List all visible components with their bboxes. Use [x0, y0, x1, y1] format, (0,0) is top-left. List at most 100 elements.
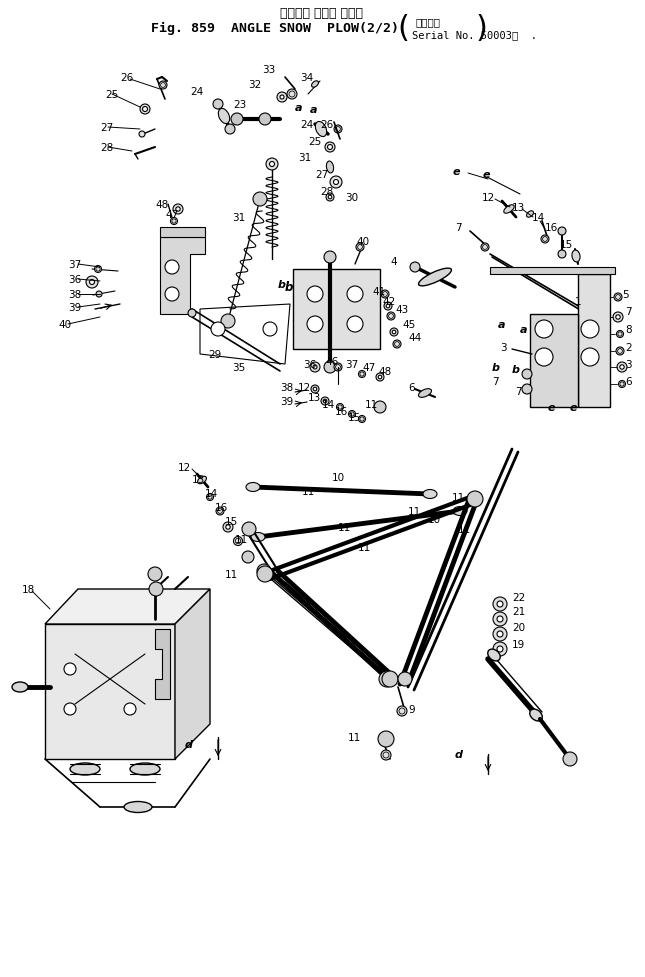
Circle shape [397, 706, 407, 716]
Text: 10: 10 [428, 515, 441, 525]
Circle shape [493, 642, 507, 657]
Circle shape [223, 523, 233, 532]
Text: 7: 7 [492, 376, 499, 387]
Text: 29: 29 [208, 350, 221, 360]
Text: Serial No. 50003～  .: Serial No. 50003～ . [412, 30, 537, 40]
Circle shape [143, 107, 148, 112]
Circle shape [64, 663, 76, 675]
Text: 13: 13 [512, 203, 525, 213]
Text: 36: 36 [303, 360, 316, 369]
Ellipse shape [504, 205, 514, 214]
Text: d: d [185, 740, 193, 749]
Circle shape [497, 602, 503, 608]
Circle shape [558, 251, 566, 259]
Text: 7: 7 [515, 387, 522, 397]
Text: 6: 6 [625, 376, 631, 387]
Circle shape [535, 349, 553, 366]
Text: 34: 34 [300, 73, 313, 83]
Text: 3: 3 [500, 343, 506, 353]
Text: b: b [492, 362, 500, 372]
Circle shape [617, 362, 627, 372]
Text: 21: 21 [512, 607, 525, 616]
Ellipse shape [453, 507, 467, 516]
Text: 7: 7 [625, 307, 631, 317]
Circle shape [616, 316, 620, 319]
Circle shape [287, 90, 297, 100]
Text: 11: 11 [365, 400, 378, 409]
Circle shape [233, 537, 243, 546]
Text: 5: 5 [622, 290, 629, 300]
Text: 16: 16 [335, 406, 348, 416]
Circle shape [216, 507, 224, 516]
Circle shape [563, 752, 577, 766]
Circle shape [211, 322, 225, 337]
Circle shape [310, 362, 320, 372]
Text: 28: 28 [320, 187, 333, 196]
Circle shape [226, 526, 230, 530]
Circle shape [221, 315, 235, 328]
Circle shape [558, 228, 566, 235]
Text: Fig. 859  ANGLE SNOW  PLOW(2/2): Fig. 859 ANGLE SNOW PLOW(2/2) [151, 21, 399, 34]
Text: 26: 26 [320, 120, 333, 130]
Text: 13: 13 [192, 475, 205, 485]
Circle shape [270, 162, 275, 167]
Text: 36: 36 [68, 275, 81, 284]
Ellipse shape [530, 709, 542, 721]
Text: 27: 27 [315, 170, 328, 180]
Circle shape [176, 207, 180, 212]
Text: d: d [455, 749, 463, 759]
Circle shape [90, 280, 95, 285]
Text: 39: 39 [68, 303, 81, 313]
Circle shape [522, 369, 532, 380]
Text: 16: 16 [215, 502, 228, 513]
Circle shape [149, 582, 163, 596]
Circle shape [334, 363, 342, 371]
Text: 19: 19 [512, 639, 525, 650]
Text: 48: 48 [155, 199, 168, 210]
Circle shape [225, 125, 235, 135]
Text: 10: 10 [332, 473, 345, 483]
Text: e: e [483, 170, 490, 180]
Circle shape [324, 252, 336, 264]
Text: 24: 24 [190, 87, 203, 97]
Circle shape [497, 631, 503, 637]
Circle shape [620, 365, 624, 370]
Circle shape [173, 205, 183, 215]
Circle shape [280, 96, 284, 100]
Ellipse shape [315, 122, 326, 138]
Text: 30: 30 [345, 192, 358, 203]
Polygon shape [578, 275, 610, 407]
Circle shape [159, 82, 167, 90]
Circle shape [307, 317, 323, 332]
Text: 11: 11 [458, 525, 471, 534]
Circle shape [384, 303, 392, 311]
Circle shape [242, 551, 254, 564]
Ellipse shape [312, 82, 319, 88]
Circle shape [313, 388, 317, 392]
Text: 45: 45 [402, 319, 415, 329]
Circle shape [393, 341, 401, 349]
Circle shape [378, 376, 382, 379]
Text: 11: 11 [302, 487, 315, 496]
Text: 12: 12 [298, 383, 312, 393]
Text: 35: 35 [232, 362, 245, 372]
Circle shape [95, 266, 101, 274]
Text: 25: 25 [308, 137, 321, 147]
Text: 11: 11 [358, 542, 372, 552]
Circle shape [188, 310, 196, 318]
Circle shape [493, 613, 507, 626]
Ellipse shape [70, 763, 100, 775]
Text: 25: 25 [105, 90, 118, 100]
Polygon shape [45, 624, 175, 759]
Circle shape [124, 703, 136, 715]
Circle shape [467, 491, 483, 507]
Text: 4: 4 [390, 257, 397, 267]
Text: 11: 11 [225, 570, 238, 579]
Text: 40: 40 [58, 319, 71, 329]
Circle shape [326, 193, 334, 202]
Text: 43: 43 [395, 305, 408, 315]
Text: 15: 15 [560, 239, 573, 250]
Text: 38: 38 [68, 290, 81, 300]
Ellipse shape [219, 109, 230, 124]
Ellipse shape [419, 389, 432, 398]
